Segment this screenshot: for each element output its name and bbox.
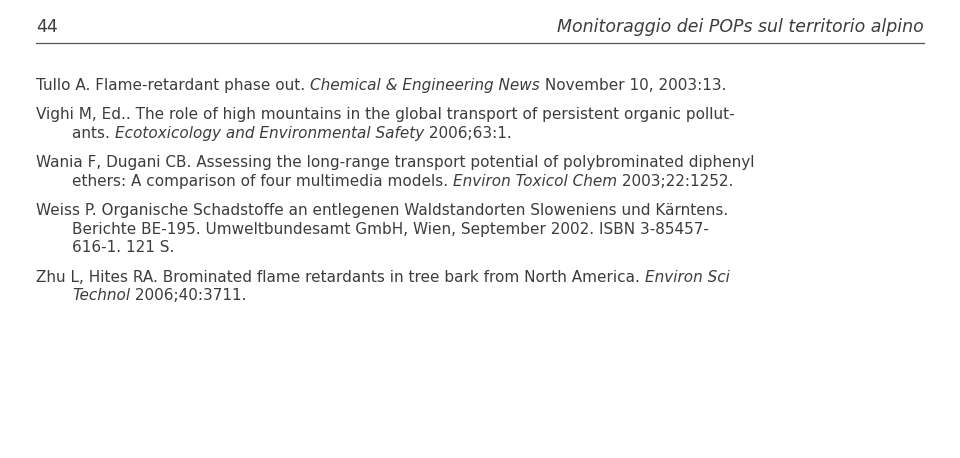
Text: Weiss P. Organische Schadstoffe an entlegenen Waldstandorten Sloweniens und Kärn: Weiss P. Organische Schadstoffe an entle… xyxy=(36,203,729,218)
Text: Technol: Technol xyxy=(72,289,131,304)
Text: 2006;63:1.: 2006;63:1. xyxy=(424,126,512,141)
Text: 44: 44 xyxy=(36,18,59,36)
Text: Berichte BE-195. Umweltbundesamt GmbH, Wien, September 2002. ISBN 3-85457-: Berichte BE-195. Umweltbundesamt GmbH, W… xyxy=(72,222,708,237)
Text: 2003;22:1252.: 2003;22:1252. xyxy=(617,174,733,189)
Text: Ecotoxicology and Environmental Safety: Ecotoxicology and Environmental Safety xyxy=(115,126,424,141)
Text: 616-1. 121 S.: 616-1. 121 S. xyxy=(72,240,175,256)
Text: ants.: ants. xyxy=(72,126,115,141)
Text: Monitoraggio dei POPs sul territorio alpino: Monitoraggio dei POPs sul territorio alp… xyxy=(557,18,924,36)
Text: Vighi M, Ed.. The role of high mountains in the global transport of persistent o: Vighi M, Ed.. The role of high mountains… xyxy=(36,108,735,122)
Text: Environ Toxicol Chem: Environ Toxicol Chem xyxy=(453,174,617,189)
Text: Tullo A. Flame-retardant phase out.: Tullo A. Flame-retardant phase out. xyxy=(36,78,310,93)
Text: 2006;40:3711.: 2006;40:3711. xyxy=(131,289,247,304)
Text: Environ Sci: Environ Sci xyxy=(645,270,731,285)
Text: Wania F, Dugani CB. Assessing the long-range transport potential of polybrominat: Wania F, Dugani CB. Assessing the long-r… xyxy=(36,156,755,170)
Text: ethers: A comparison of four multimedia models.: ethers: A comparison of four multimedia … xyxy=(72,174,453,189)
Text: November 10, 2003:13.: November 10, 2003:13. xyxy=(540,78,727,93)
Text: Chemical & Engineering News: Chemical & Engineering News xyxy=(310,78,540,93)
Text: Zhu L, Hites RA. Brominated flame retardants in tree bark from North America.: Zhu L, Hites RA. Brominated flame retard… xyxy=(36,270,645,285)
